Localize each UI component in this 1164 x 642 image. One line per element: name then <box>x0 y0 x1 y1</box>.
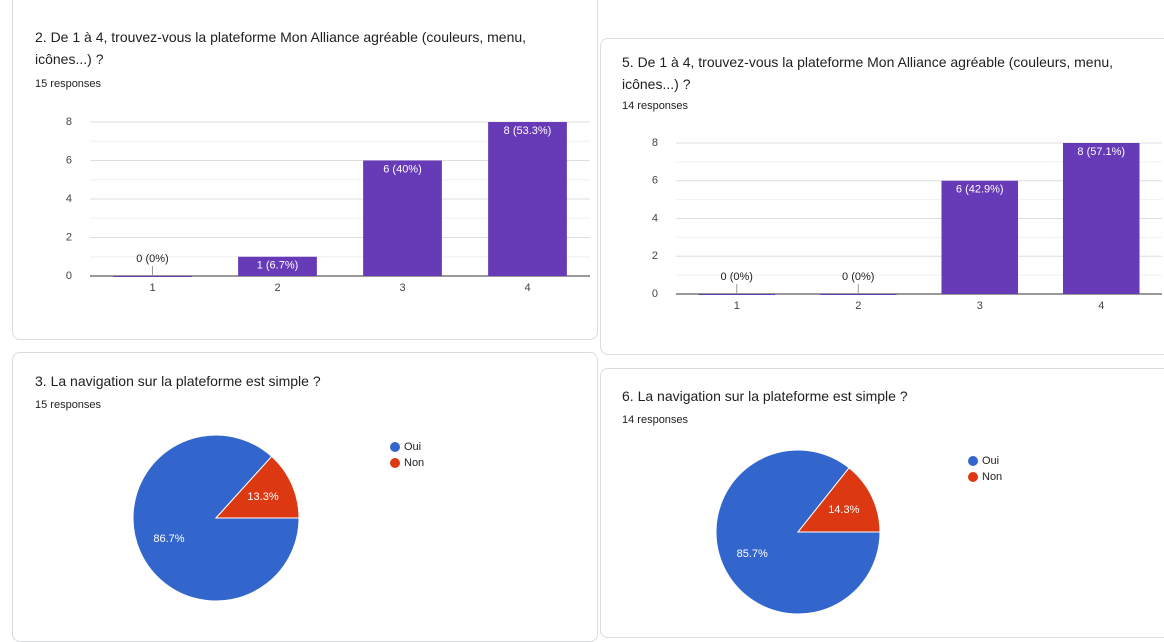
data-label: 1 (6.7%) <box>257 260 299 272</box>
x-tick-label: 1 <box>149 282 155 294</box>
pie-slice <box>214 455 300 519</box>
slice-label: 13.3% <box>247 491 278 503</box>
chart-title: 3. La navigation sur la plateforme est s… <box>35 373 321 389</box>
legend-swatch <box>968 456 978 466</box>
x-tick-label: 4 <box>524 282 530 294</box>
y-tick-label: 2 <box>652 250 658 262</box>
card <box>12 352 598 642</box>
x-tick-label: 3 <box>399 282 405 294</box>
y-tick-label: 0 <box>66 270 72 282</box>
bar <box>363 160 442 276</box>
chart-title: 6. La navigation sur la plateforme est s… <box>622 388 908 404</box>
bar <box>1062 143 1140 294</box>
legend-label: Non <box>982 471 1002 483</box>
legend-label: Oui <box>982 455 999 467</box>
data-label: 8 (53.3%) <box>504 125 552 137</box>
y-tick-label: 8 <box>66 116 72 128</box>
response-count: 14 responses <box>622 414 689 426</box>
legend-label: Oui <box>404 441 421 453</box>
data-label: 8 (57.1%) <box>1077 146 1125 158</box>
card <box>600 368 1164 638</box>
bar <box>819 294 897 295</box>
y-tick-label: 8 <box>652 137 658 149</box>
response-count: 15 responses <box>35 78 102 90</box>
chart-title: 5. De 1 à 4, trouvez-vous la plateforme … <box>622 54 1114 92</box>
legend-swatch <box>390 458 400 468</box>
x-tick-label: 2 <box>855 300 861 312</box>
y-tick-label: 6 <box>652 175 658 187</box>
x-tick-label: 4 <box>1098 300 1104 312</box>
x-tick-label: 3 <box>977 300 983 312</box>
legend-swatch <box>390 442 400 452</box>
pie-slice <box>796 467 881 533</box>
bar <box>488 122 567 276</box>
slice-label: 85.7% <box>737 548 768 560</box>
bar <box>698 294 776 295</box>
legend-label: Non <box>404 457 424 469</box>
slice-label: 14.3% <box>828 504 859 516</box>
response-count: 14 responses <box>622 100 689 112</box>
data-label: 6 (42.9%) <box>956 184 1004 196</box>
response-count: 15 responses <box>35 399 102 411</box>
y-tick-label: 4 <box>652 212 658 224</box>
bar <box>113 276 192 277</box>
data-label: 0 (0%) <box>721 271 753 283</box>
bar <box>238 256 317 276</box>
slice-label: 86.7% <box>153 533 184 545</box>
y-tick-label: 2 <box>66 231 72 243</box>
bar <box>941 180 1019 294</box>
y-tick-label: 0 <box>652 288 658 300</box>
data-label: 6 (40%) <box>383 163 422 175</box>
y-tick-label: 4 <box>66 193 72 205</box>
y-tick-label: 6 <box>66 154 72 166</box>
data-label: 0 (0%) <box>842 271 874 283</box>
chart-title: 2. De 1 à 4, trouvez-vous la plateforme … <box>35 29 527 67</box>
x-tick-label: 1 <box>734 300 740 312</box>
data-label: 0 (0%) <box>136 253 168 265</box>
legend-swatch <box>968 472 978 482</box>
x-tick-label: 2 <box>274 282 280 294</box>
pie-slice <box>132 434 300 602</box>
